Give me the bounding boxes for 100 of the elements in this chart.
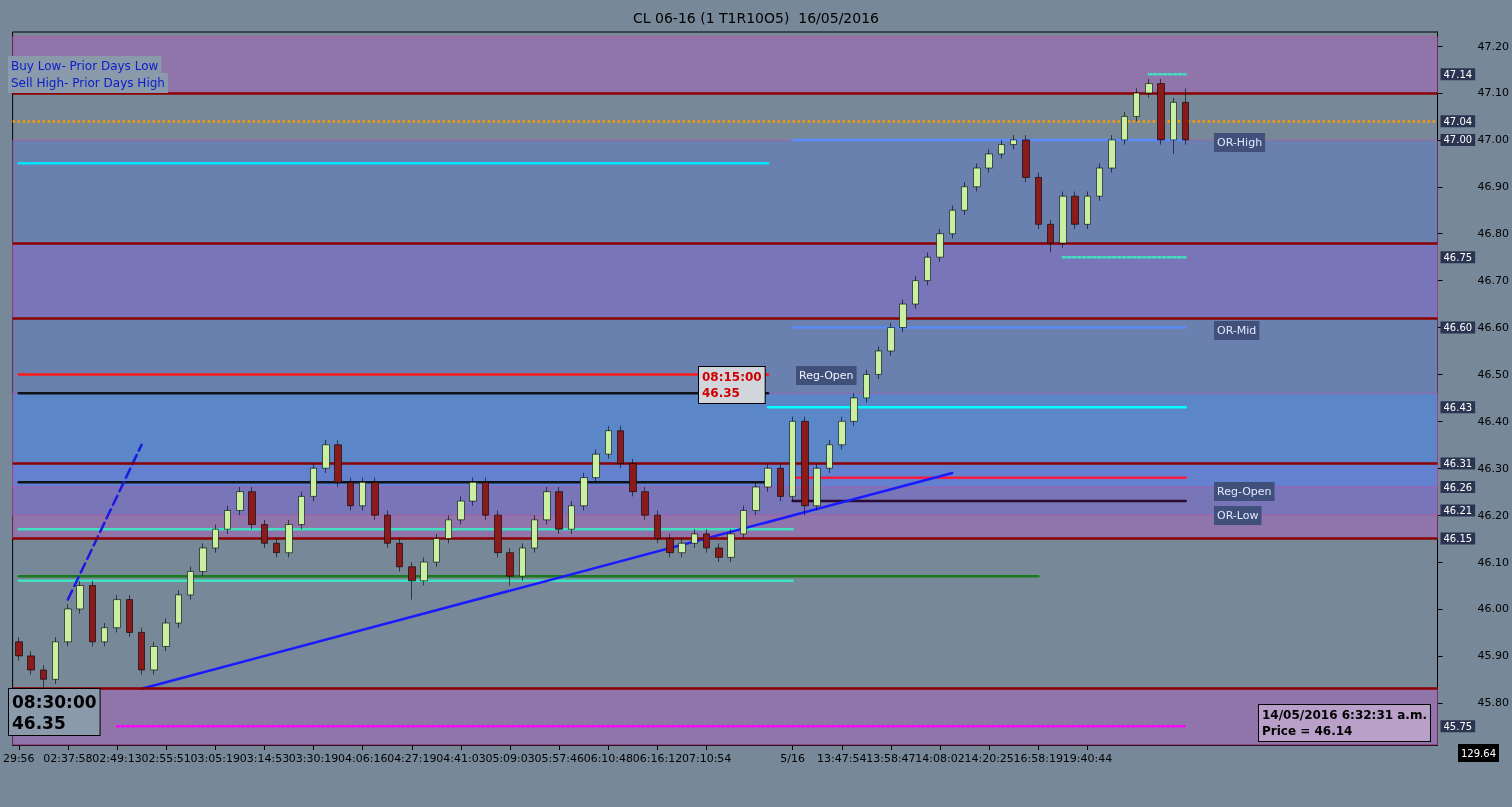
candlestick xyxy=(76,580,84,614)
candlestick xyxy=(715,543,723,563)
candlestick xyxy=(641,486,649,521)
candlestick xyxy=(445,514,452,544)
x-tick-label: 03:05:19 xyxy=(190,752,240,765)
y2-tick-label: 47.14 xyxy=(1443,68,1473,80)
x-tick-label: 03:14:53 xyxy=(239,752,290,765)
x-tick-label: 07:10:54 xyxy=(681,752,732,765)
candlestick xyxy=(396,538,403,572)
y-tick-label: 46.70 xyxy=(1477,274,1510,288)
x-tick-label: 06:10:48 xyxy=(583,752,634,765)
candlestick xyxy=(678,538,686,558)
candlestick xyxy=(863,369,870,403)
candlestick xyxy=(126,594,133,638)
x-tick-label: 04:06:16 xyxy=(337,752,388,765)
candlestick xyxy=(469,477,477,507)
x-tick-label: 13:47:54 xyxy=(817,752,867,765)
y2-tick-label: 46.26 xyxy=(1443,481,1473,493)
candlestick xyxy=(875,345,882,380)
y-tick-label: 46.50 xyxy=(1477,367,1510,381)
candlestick xyxy=(617,425,624,469)
x-tick-label: 5/16 xyxy=(780,752,805,765)
annotation: Sell High- Prior Days High xyxy=(11,76,165,90)
y-tick-label: 45.90 xyxy=(1477,649,1510,663)
annotation: OR-Low xyxy=(1217,509,1259,522)
candlestick xyxy=(998,139,1005,159)
candlestick xyxy=(740,505,747,539)
x-tick-label: 05:09:03 xyxy=(485,752,535,765)
candlestick xyxy=(1170,97,1177,155)
candlestick xyxy=(371,477,379,521)
candlestick xyxy=(273,538,280,558)
y-tick-label: 47.00 xyxy=(1477,133,1510,147)
candlestick xyxy=(519,543,526,582)
annotation: Reg-Open xyxy=(1217,485,1272,498)
candlestick xyxy=(506,547,514,586)
x-tick-label: 04:41:03 xyxy=(436,752,486,765)
y2-tick-label: 45.75 xyxy=(1443,720,1473,732)
candlestick xyxy=(531,514,538,553)
candlestick xyxy=(961,181,968,216)
candlestick xyxy=(1071,191,1079,230)
candlestick xyxy=(912,275,919,310)
candlestick xyxy=(1096,163,1103,202)
candlestick xyxy=(101,622,108,647)
y-tick-label: 46.40 xyxy=(1477,414,1510,428)
annotation: 14/05/2016 6:32:31 a.m. Price = 46.14 xyxy=(1262,708,1427,738)
candlestick xyxy=(261,519,268,549)
candlestick xyxy=(52,636,59,685)
candlestick xyxy=(752,482,760,516)
x-tick-label: 14:08:02 xyxy=(915,752,965,765)
candlestick xyxy=(150,641,158,675)
candlestick xyxy=(764,463,772,492)
x-tick-label: 04:27:19 xyxy=(387,752,437,765)
y2-tick-label: 46.75 xyxy=(1443,251,1473,263)
candlestick xyxy=(187,566,194,600)
candlestick xyxy=(162,618,170,652)
candlestick xyxy=(813,463,821,511)
candlestick xyxy=(936,228,944,263)
y-tick-label: 47.10 xyxy=(1477,86,1510,100)
candlestick xyxy=(482,477,489,521)
y2-tick-label: 46.21 xyxy=(1443,504,1473,516)
candlestick xyxy=(605,425,612,460)
candlestick xyxy=(408,561,416,600)
y-tick-label: 46.30 xyxy=(1477,461,1510,475)
candlestick xyxy=(801,416,809,516)
x-tick-label: 14:20:25 xyxy=(964,752,1014,765)
candlestick xyxy=(543,486,551,525)
candlestick xyxy=(1108,134,1116,174)
candlestick xyxy=(1121,111,1128,145)
x-tick-label: 19:40:44 xyxy=(1062,752,1113,765)
candlestick xyxy=(1133,87,1140,122)
x-tick-label: 02:37:58 xyxy=(43,752,93,765)
annotation: OR-Mid xyxy=(1217,324,1257,337)
candlestick xyxy=(334,439,342,488)
candlestick xyxy=(629,458,637,497)
y2-tick-label: 47.00 xyxy=(1443,134,1473,146)
candlestick xyxy=(236,486,244,516)
candlestick xyxy=(1022,134,1030,183)
candlestick xyxy=(310,463,317,502)
candlestick xyxy=(973,163,981,192)
candlestick xyxy=(949,205,956,239)
x-tick-label: 06:16:12 xyxy=(632,752,683,765)
candlestick xyxy=(15,636,23,661)
y-tick-label: 46.80 xyxy=(1477,227,1510,241)
candlestick xyxy=(285,519,293,558)
candlestick xyxy=(838,416,846,450)
candlestick xyxy=(384,510,391,549)
annotation: 08:30:00 46.35 xyxy=(12,691,97,733)
y2-tick-label: 47.04 xyxy=(1443,115,1473,127)
x-tick-label: 29:56 xyxy=(2,752,35,765)
candlestick xyxy=(298,491,305,530)
candlestick xyxy=(89,580,96,647)
text: 129.64 xyxy=(1461,747,1496,759)
candlestick xyxy=(420,557,428,586)
y-tick-label: 46.20 xyxy=(1477,508,1510,522)
x-tick-label: 02:49:13 xyxy=(92,752,142,765)
y-tick-label: 46.60 xyxy=(1477,321,1510,335)
annotation: Buy Low- Prior Days Low xyxy=(11,59,159,73)
candlestick xyxy=(899,299,907,333)
candlestick xyxy=(1047,219,1054,253)
candlestick xyxy=(138,627,145,675)
